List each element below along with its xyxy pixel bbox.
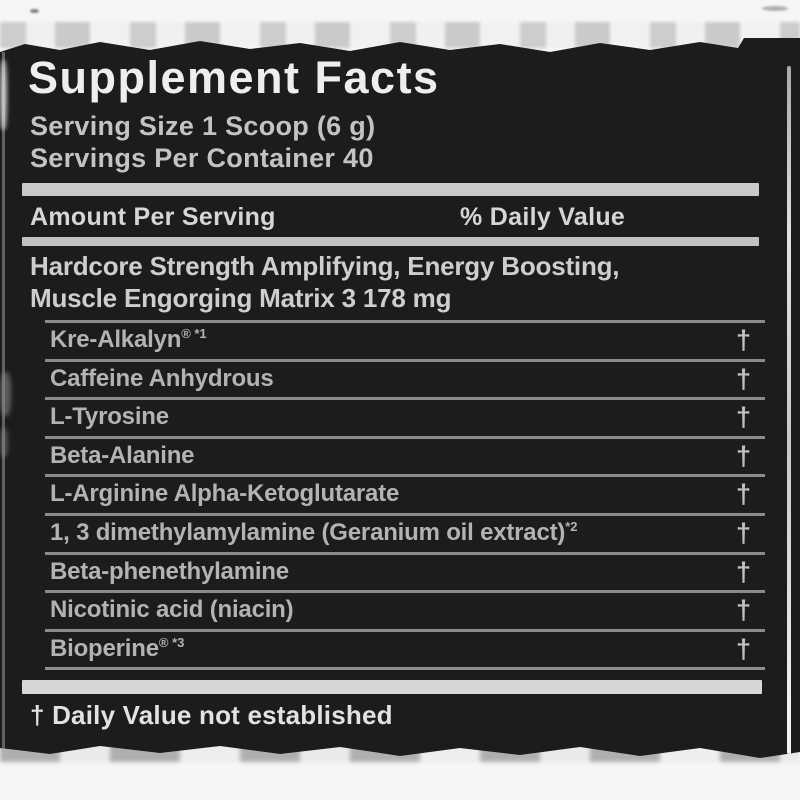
- serving-size-text: Serving Size 1 Scoop (6 g): [30, 111, 376, 141]
- ingredient-superscript: ® *3: [158, 634, 185, 650]
- dagger-symbol: †: [735, 479, 751, 510]
- daily-value-header: % Daily Value: [460, 203, 626, 231]
- daily-value-footnote: † Daily Value not established: [30, 700, 393, 730]
- ingredient-name: Caffeine Anhydrous: [50, 364, 274, 392]
- paper-speck: [30, 9, 39, 13]
- ingredient-row: L-Arginine Alpha-Ketoglutarate †: [45, 474, 765, 513]
- ingredient-name: L-Arginine Alpha-Ketoglutarate: [50, 480, 400, 508]
- ingredient-row: Bioperine® *3 †: [45, 628, 765, 668]
- dagger-symbol: †: [735, 440, 751, 471]
- edge-smudge: [0, 372, 11, 416]
- matrix-heading-line2: Muscle Engorging Matrix 3 178 mg: [30, 283, 452, 313]
- ingredient-name: Bioperine® *3: [50, 634, 185, 662]
- dagger-symbol: †: [735, 363, 751, 394]
- edge-smudge: [0, 428, 8, 458]
- ingredient-row: Beta-Alanine †: [45, 435, 765, 475]
- dagger-symbol: †: [735, 595, 751, 626]
- amount-per-serving-header: Amount Per Serving: [30, 203, 276, 231]
- divider-bar-thin: [22, 237, 759, 246]
- servings-per-container-text: Servings Per Container 40: [30, 143, 374, 173]
- ingredient-row: 1, 3 dimethylamylamine (Geranium oil ext…: [45, 512, 765, 552]
- dagger-symbol: †: [735, 633, 751, 664]
- dagger-symbol: †: [735, 517, 751, 548]
- dagger-symbol: †: [735, 556, 751, 587]
- dagger-symbol: †: [735, 402, 751, 433]
- ingredient-table: Kre-Alkalyn® *1 † Caffeine Anhydrous † L…: [45, 320, 765, 671]
- ingredient-row: Caffeine Anhydrous †: [45, 358, 765, 398]
- divider-bar-thick: [22, 183, 759, 196]
- ingredient-row: Nicotinic acid (niacin) †: [45, 590, 765, 629]
- edge-smudge: [0, 60, 7, 130]
- divider-bar-bottom: [22, 680, 762, 694]
- ingredient-name: Kre-Alkalyn® *1: [50, 326, 207, 353]
- ingredient-row: L-Tyrosine †: [45, 397, 765, 436]
- label-edge-highlight-right: [787, 66, 791, 754]
- ingredient-name: Nicotinic acid (niacin): [50, 596, 294, 624]
- matrix-heading-line1: Hardcore Strength Amplifying, Energy Boo…: [30, 251, 620, 281]
- ingredient-row: Beta-phenethylamine †: [45, 551, 765, 591]
- ingredient-row: Kre-Alkalyn® *1 †: [45, 320, 765, 359]
- panel-title: Supplement Facts: [28, 52, 440, 103]
- ingredient-name: 1, 3 dimethylamylamine (Geranium oil ext…: [50, 518, 578, 546]
- ingredient-superscript: ® *1: [181, 326, 207, 341]
- ingredient-name: Beta-phenethylamine: [50, 557, 289, 585]
- ingredient-name: L-Tyrosine: [50, 403, 169, 431]
- dagger-symbol: †: [735, 325, 751, 355]
- ingredient-superscript: *2: [565, 518, 578, 534]
- paper-speck: [762, 6, 788, 11]
- ingredient-name: Beta-Alanine: [50, 441, 195, 469]
